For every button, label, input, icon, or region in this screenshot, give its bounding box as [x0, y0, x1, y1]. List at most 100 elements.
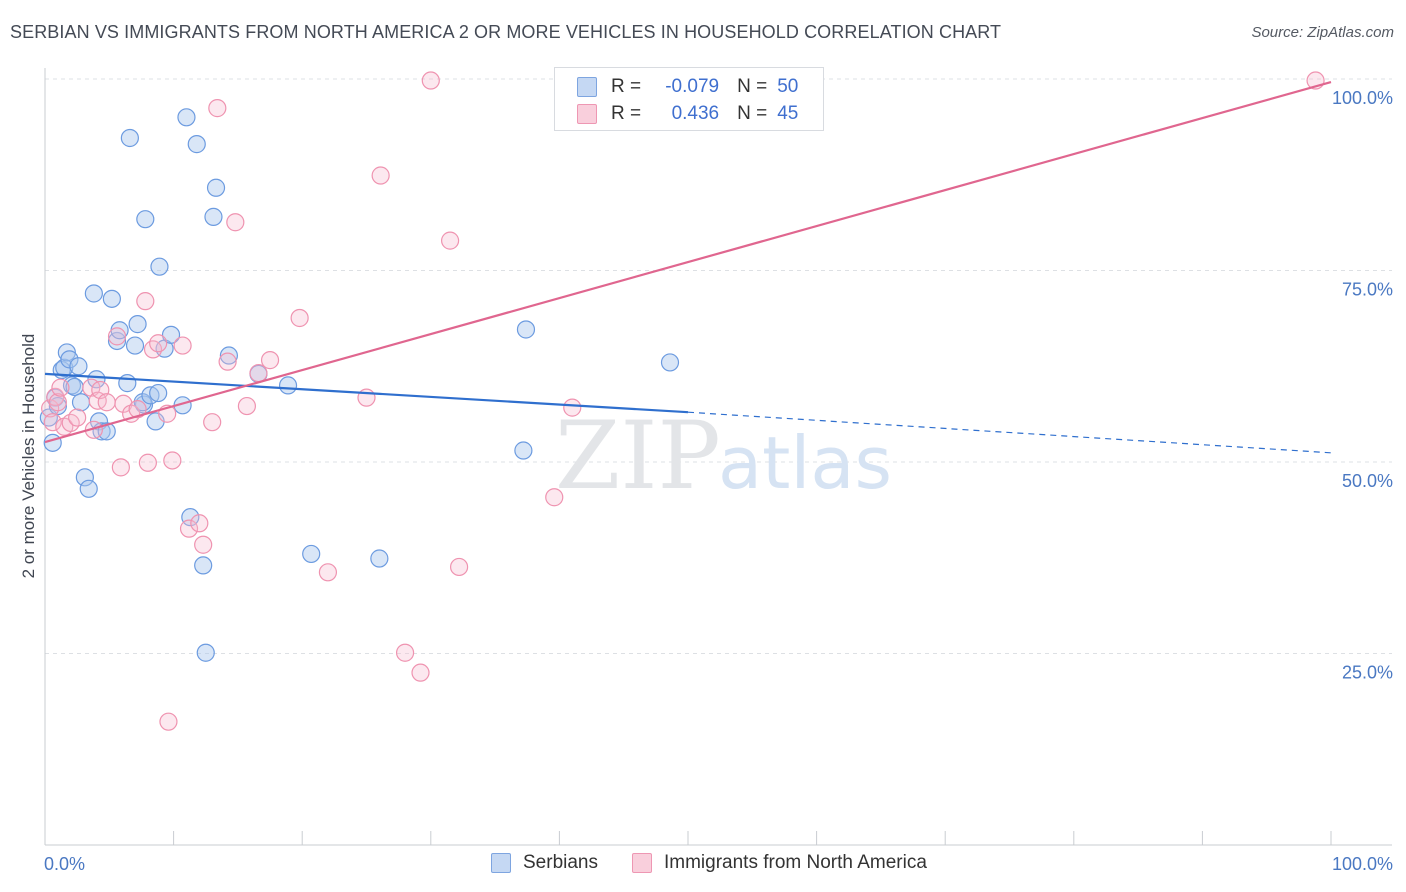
serbians-point: [128, 315, 147, 334]
serbians-point: [206, 178, 226, 197]
x-tick-label: 100.0%: [1332, 854, 1393, 874]
immigrants-point: [194, 535, 213, 554]
immigrants-point: [411, 663, 430, 682]
immigrants-point: [136, 292, 155, 311]
immigrants-point: [149, 334, 168, 353]
legend-row-immigrants: R = 0.436 N = 45: [577, 101, 798, 127]
immigrants-point: [395, 643, 415, 662]
legend-n-label: N =: [737, 103, 768, 124]
correlation-legend: R = -0.079 N = 50 R = 0.436 N = 45: [554, 67, 824, 131]
legend-r-label: R =: [611, 76, 642, 97]
serbians-point: [150, 257, 169, 276]
immigrants-point: [318, 563, 338, 582]
serbians-point: [196, 643, 215, 662]
legend-n-value: 45: [777, 103, 799, 124]
y-tick-label: 100.0%: [1332, 88, 1393, 108]
legend-r-label: R =: [611, 103, 642, 124]
serbians-point: [204, 207, 223, 226]
serbians-trend-line: [44, 372, 689, 414]
y-axis-label: 2 or more Vehicles in Household: [19, 334, 38, 579]
legend-label-serbians: Serbians: [523, 852, 598, 873]
watermark: ZIP atlas: [555, 402, 892, 511]
serbians-point: [177, 108, 196, 127]
serbians-point: [278, 376, 298, 395]
immigrants-point: [208, 99, 227, 118]
immigrants-point: [563, 398, 582, 417]
serbians-point: [302, 544, 321, 564]
immigrants-point: [371, 166, 390, 185]
legend-row-serbians: R = -0.079 N = 50: [577, 74, 798, 100]
grid-lines: [45, 78, 1392, 654]
trend-lines: [44, 81, 1332, 454]
immigrants-point: [545, 488, 564, 507]
serbians-point: [107, 331, 127, 351]
immigrants-point: [237, 396, 257, 416]
immigrants-point: [138, 453, 157, 472]
immigrants-point: [159, 712, 178, 731]
serbians-point: [514, 441, 533, 460]
serbians-point: [71, 393, 91, 412]
immigrants-point: [440, 231, 460, 250]
immigrants-point: [203, 413, 222, 432]
immigrants-point: [421, 71, 440, 90]
legend-r-value: 0.436: [671, 103, 720, 124]
immigrants-point: [179, 519, 199, 538]
immigrants-point: [122, 404, 141, 423]
immigrants-trend-line: [44, 81, 1332, 444]
immigrants-point: [163, 451, 182, 470]
axes: [44, 68, 1392, 846]
immigrants-point: [260, 351, 280, 370]
legend-swatch-immigrants: [577, 104, 597, 124]
legend-r-value: -0.079: [665, 76, 720, 97]
serbians-point: [118, 374, 137, 393]
immigrants-point: [173, 336, 192, 355]
serbians-point: [60, 350, 79, 369]
series-immigrants-points: [41, 69, 1325, 731]
immigrants-point: [290, 308, 309, 328]
legend-item-immigrants[interactable]: Immigrants from North America: [632, 852, 927, 874]
serbians-point: [102, 289, 121, 308]
y-tick-label: 50.0%: [1342, 471, 1393, 491]
serbians-point: [194, 556, 213, 575]
serbians-point: [69, 357, 88, 376]
serbians-point: [79, 479, 98, 498]
serbians-point: [161, 325, 181, 344]
serbians-point: [181, 508, 200, 527]
watermark-atlas: atlas: [718, 421, 892, 505]
serbians-point: [75, 468, 94, 487]
watermark-zip: ZIP: [555, 402, 721, 511]
serbians-point: [516, 320, 536, 339]
immigrants-point: [43, 413, 62, 432]
y-tick-labels: 25.0% 50.0% 75.0% 100.0%: [1332, 88, 1393, 683]
serbians-point: [84, 284, 103, 303]
legend-n-value: 50: [777, 76, 799, 97]
immigrants-point: [111, 458, 130, 477]
serbians-point: [660, 353, 680, 372]
serbians-point: [136, 210, 155, 229]
serbians-point: [219, 346, 238, 365]
immigrants-point: [97, 393, 116, 412]
serbians-point: [120, 128, 139, 148]
legend-item-serbians[interactable]: Serbians: [491, 852, 598, 874]
y-tick-label: 25.0%: [1342, 663, 1393, 683]
legend-swatch-immigrants: [632, 853, 652, 873]
chart-title: SERBIAN VS IMMIGRANTS FROM NORTH AMERICA…: [10, 22, 1002, 42]
immigrants-point: [449, 557, 469, 577]
serbians-point: [149, 383, 168, 403]
serbians-point: [187, 135, 206, 154]
serbians-point: [125, 336, 145, 355]
immigrants-point: [226, 213, 245, 232]
x-tick-labels: 0.0% 100.0%: [44, 854, 1393, 874]
immigrants-point: [190, 514, 209, 533]
immigrants-point: [128, 400, 147, 419]
serbians-point: [43, 433, 62, 452]
immigrants-point: [68, 408, 87, 427]
series-serbians-points: [39, 108, 680, 662]
legend-n-label: N =: [737, 76, 768, 97]
series-legend: Serbians Immigrants from North America: [0, 852, 1406, 878]
legend-label-immigrants: Immigrants from North America: [664, 852, 927, 873]
immigrants-point: [218, 352, 237, 371]
immigrants-point: [114, 394, 133, 413]
immigrants-point: [51, 378, 70, 397]
